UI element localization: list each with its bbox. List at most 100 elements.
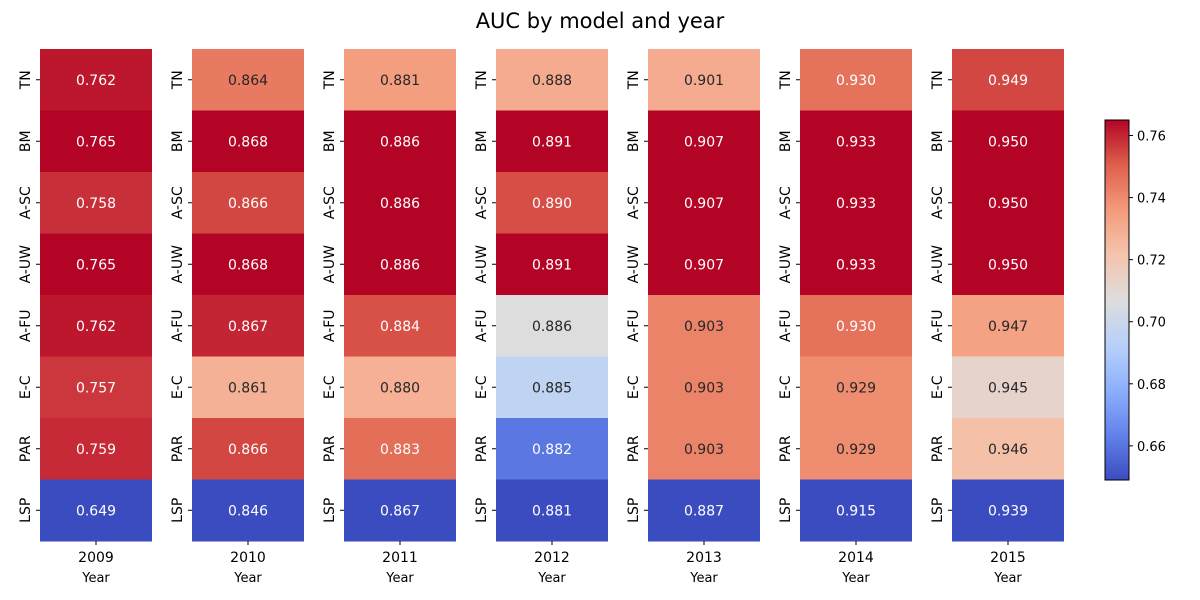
row-tick-label: LSP bbox=[474, 498, 490, 523]
cell-value-label: 0.891 bbox=[532, 257, 572, 273]
heatmap-cell bbox=[40, 479, 152, 542]
cell-value-label: 0.868 bbox=[228, 134, 268, 150]
year-tick-label: 2010 bbox=[230, 550, 266, 566]
cell-value-label: 0.762 bbox=[76, 73, 116, 89]
cell-value-label: 0.846 bbox=[228, 503, 268, 519]
cell-value-label: 0.929 bbox=[836, 442, 876, 458]
heatmap-cell bbox=[648, 49, 760, 111]
row-tick-label: E-C bbox=[626, 375, 642, 399]
heatmap-cell bbox=[192, 479, 304, 542]
row-tick-label: PAR bbox=[474, 435, 490, 462]
cell-value-label: 0.861 bbox=[228, 380, 268, 396]
heatmap-cell bbox=[800, 49, 912, 111]
cell-value-label: 0.649 bbox=[76, 503, 116, 519]
heatmap-cell bbox=[648, 233, 760, 296]
heatmap-cell bbox=[952, 479, 1064, 542]
colorbar-tick-label: 0.70 bbox=[1137, 316, 1166, 331]
colorbar-tick-label: 0.66 bbox=[1137, 440, 1166, 455]
x-axis-label: Year bbox=[689, 571, 718, 586]
cell-value-label: 0.907 bbox=[684, 196, 724, 212]
colorbar-gradient bbox=[1104, 119, 1130, 481]
row-tick-label: A-UW bbox=[930, 245, 946, 284]
row-tick-label: LSP bbox=[170, 498, 186, 523]
cell-value-label: 0.947 bbox=[988, 319, 1028, 335]
cell-value-label: 0.930 bbox=[836, 73, 876, 89]
year-tick-label: 2011 bbox=[382, 550, 418, 566]
heatmap-cell bbox=[496, 49, 608, 111]
row-tick-label: BM bbox=[930, 130, 946, 152]
panel-2014: 0.930 0.933 0.933 0.933 0.930 0.929 0.929 0.915… bbox=[778, 49, 912, 586]
heatmap-cell bbox=[40, 110, 152, 173]
row-tick-label: BM bbox=[474, 130, 490, 152]
cell-value-label: 0.950 bbox=[988, 257, 1028, 273]
heatmap-cell bbox=[496, 172, 608, 234]
cell-value-label: 0.907 bbox=[684, 134, 724, 150]
row-tick-label: A-UW bbox=[170, 245, 186, 284]
row-tick-label: LSP bbox=[322, 498, 338, 523]
row-tick-label: TN bbox=[18, 70, 34, 90]
row-tick-label: E-C bbox=[778, 375, 794, 399]
row-tick-label: E-C bbox=[322, 375, 338, 399]
cell-value-label: 0.765 bbox=[76, 134, 116, 150]
x-axis-label: Year bbox=[537, 571, 566, 586]
row-tick-label: E-C bbox=[18, 375, 34, 399]
heatmap-cell bbox=[800, 479, 912, 542]
cell-value-label: 0.881 bbox=[532, 503, 572, 519]
row-tick-label: TN bbox=[322, 70, 338, 90]
heatmap-cell bbox=[800, 233, 912, 296]
heatmap-cell bbox=[952, 110, 1064, 173]
cell-value-label: 0.886 bbox=[380, 196, 420, 212]
heatmap-cell bbox=[40, 49, 152, 111]
row-tick-label: A-UW bbox=[322, 245, 338, 284]
heatmap-cell bbox=[648, 110, 760, 173]
colorbar-tick-label: 0.68 bbox=[1137, 378, 1166, 393]
row-tick-label: A-FU bbox=[322, 309, 338, 342]
cell-value-label: 0.946 bbox=[988, 442, 1028, 458]
heatmap-cell bbox=[496, 479, 608, 542]
cell-value-label: 0.886 bbox=[380, 134, 420, 150]
heatmap-cell bbox=[344, 49, 456, 111]
cell-value-label: 0.939 bbox=[988, 503, 1028, 519]
cell-value-label: 0.933 bbox=[836, 257, 876, 273]
cell-value-label: 0.762 bbox=[76, 319, 116, 335]
colorbar: 0.66 0.68 0.70 0.72 0.74 0.76 bbox=[1104, 119, 1166, 481]
cell-value-label: 0.933 bbox=[836, 134, 876, 150]
heatmap-cell bbox=[496, 233, 608, 296]
row-tick-label: A-SC bbox=[930, 186, 946, 219]
row-tick-label: PAR bbox=[170, 435, 186, 462]
panel-2012: 0.888 0.891 0.890 0.891 0.886 0.885 0.882 0.881… bbox=[474, 49, 608, 586]
x-axis-label: Year bbox=[993, 571, 1022, 586]
heatmap-cell bbox=[344, 110, 456, 173]
heatmap-cell bbox=[800, 418, 912, 480]
heatmap-cell bbox=[192, 49, 304, 111]
cell-value-label: 0.901 bbox=[684, 73, 724, 89]
heatmap-cell bbox=[40, 418, 152, 480]
x-axis-label: Year bbox=[81, 571, 110, 586]
row-tick-label: BM bbox=[778, 130, 794, 152]
cell-value-label: 0.868 bbox=[228, 257, 268, 273]
cell-value-label: 0.950 bbox=[988, 134, 1028, 150]
cell-value-label: 0.882 bbox=[532, 442, 572, 458]
heatmap-cell bbox=[344, 418, 456, 480]
row-tick-label: A-FU bbox=[778, 309, 794, 342]
cell-value-label: 0.867 bbox=[228, 319, 268, 335]
colorbar-tick-label: 0.72 bbox=[1137, 254, 1166, 269]
row-tick-label: LSP bbox=[18, 498, 34, 523]
colorbar-tick-label: 0.74 bbox=[1137, 192, 1166, 207]
heatmap-cell bbox=[192, 110, 304, 173]
panel-2011: 0.881 0.886 0.886 0.886 0.884 0.880 0.883 0.867… bbox=[322, 49, 456, 586]
row-tick-label: TN bbox=[170, 70, 186, 90]
heatmap-cell bbox=[952, 295, 1064, 357]
year-tick-label: 2009 bbox=[78, 550, 114, 566]
row-tick-label: A-SC bbox=[18, 186, 34, 219]
row-tick-label: BM bbox=[18, 130, 34, 152]
heatmap-cell bbox=[952, 356, 1064, 419]
heatmap-cell bbox=[192, 233, 304, 296]
panel-2009: 0.762 0.765 0.758 0.765 0.762 0.757 0.759 0.649… bbox=[18, 49, 152, 586]
cell-value-label: 0.759 bbox=[76, 442, 116, 458]
cell-value-label: 0.888 bbox=[532, 73, 572, 89]
cell-value-label: 0.949 bbox=[988, 73, 1028, 89]
cell-value-label: 0.886 bbox=[380, 257, 420, 273]
cell-value-label: 0.885 bbox=[532, 380, 572, 396]
